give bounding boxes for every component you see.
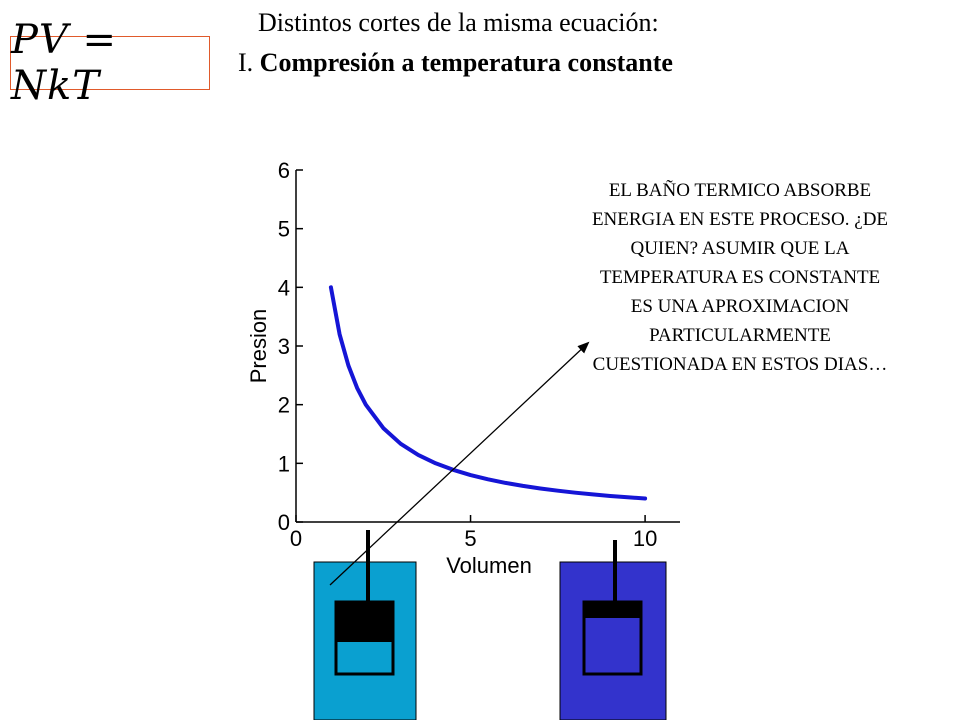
y-axis-label: Presion [246,309,271,384]
slide-title-line2: I. Compresión a temperatura constante [238,48,673,78]
title-subtitle: Compresión a temperatura constante [259,48,673,77]
y-ticks: 0 1 2 3 4 5 6 [278,158,303,535]
slide-title-line1: Distintos cortes de la misma ecuación: [258,8,659,37]
x-axis-label: Volumen [446,553,532,578]
y-tick-label: 0 [278,510,290,535]
title-numeral: I. [238,48,254,77]
arrow-icon [329,341,590,586]
y-tick-label: 1 [278,451,290,476]
y-tick-label: 2 [278,393,290,418]
x-tick-label: 5 [464,526,476,551]
piston-cylinder-expanded-icon [559,540,667,720]
y-tick-label: 5 [278,217,290,242]
x-ticks: 0 5 10 [290,515,657,551]
y-tick-label: 3 [278,334,290,359]
y-tick-label: 4 [278,275,290,300]
y-tick-label: 6 [278,158,290,183]
piston-head-right [584,602,641,618]
x-tick-label: 0 [290,526,302,551]
formula-box: PV = NkT [10,17,210,109]
piston-cylinder-compressed-icon [313,530,417,720]
formula-text: PV = NkT [11,17,118,109]
annotation-text: EL BAÑO TERMICO ABSORBE ENERGIA EN ESTE … [591,180,889,375]
x-tick-label: 10 [633,526,657,551]
piston-head-left [336,602,393,642]
series-line-isotherm [328,285,648,501]
